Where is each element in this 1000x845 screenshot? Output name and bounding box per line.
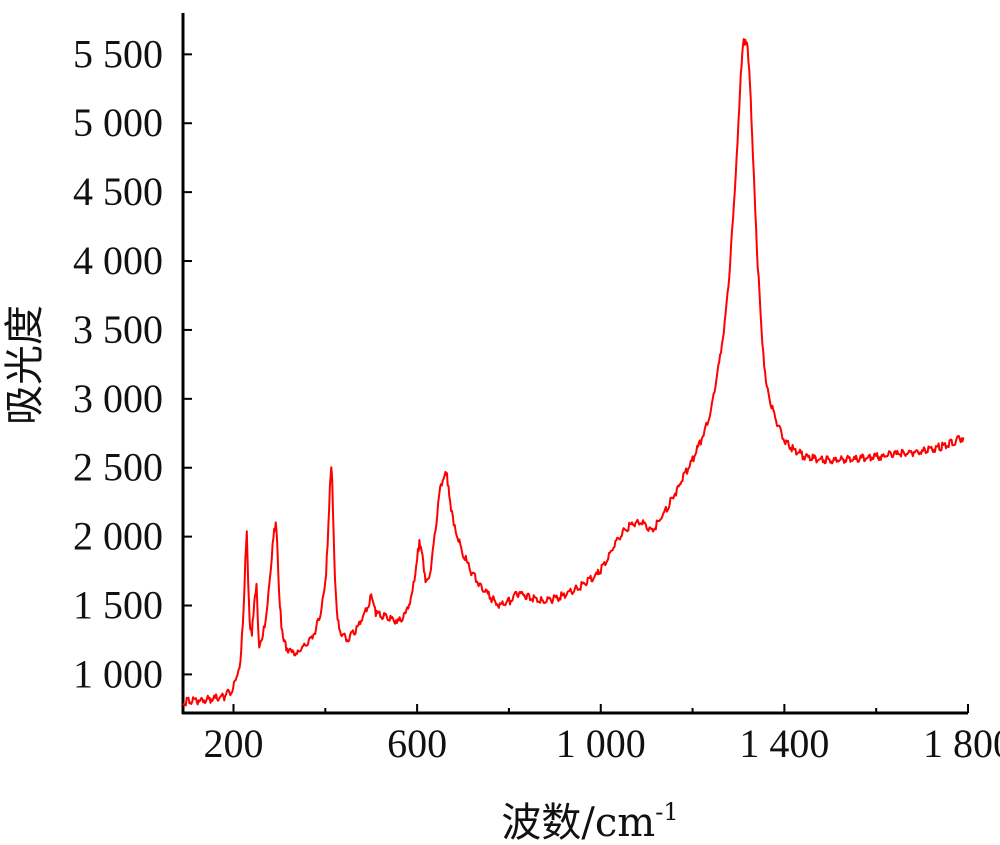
chart-axes	[181, 13, 969, 715]
x-axis-title: 波数/cm-1	[501, 798, 678, 845]
y-tick-label: 5 500	[73, 31, 163, 76]
y-tick-label: 4 500	[73, 169, 163, 214]
y-tick-label: 4 000	[73, 238, 163, 283]
y-tick-labels: 1 000 1 500 2 000 2 500 3 000 3 500 4 000 4 500…	[73, 31, 163, 696]
spectrum-line	[182, 38, 965, 707]
x-tick-label: 200	[203, 721, 263, 766]
y-tick-label: 5 000	[73, 100, 163, 145]
y-tick-label: 3 000	[73, 376, 163, 421]
y-tick-label: 3 500	[73, 307, 163, 352]
x-tick-label: 600	[387, 721, 447, 766]
x-tick-label: 1 000	[556, 721, 646, 766]
x-tick-label: 1 400	[739, 721, 829, 766]
y-tick-label: 1 000	[73, 651, 163, 696]
y-axis-title: 吸光度	[2, 305, 48, 425]
y-tick-label: 1 500	[73, 583, 163, 628]
y-tick-label: 2 500	[73, 445, 163, 490]
y-tick-label: 2 000	[73, 514, 163, 559]
plot-series	[182, 38, 965, 707]
x-tick-label: 1 800	[923, 721, 1000, 766]
x-tick-labels: 200 600 1 000 1 400 1 800	[203, 721, 1000, 766]
